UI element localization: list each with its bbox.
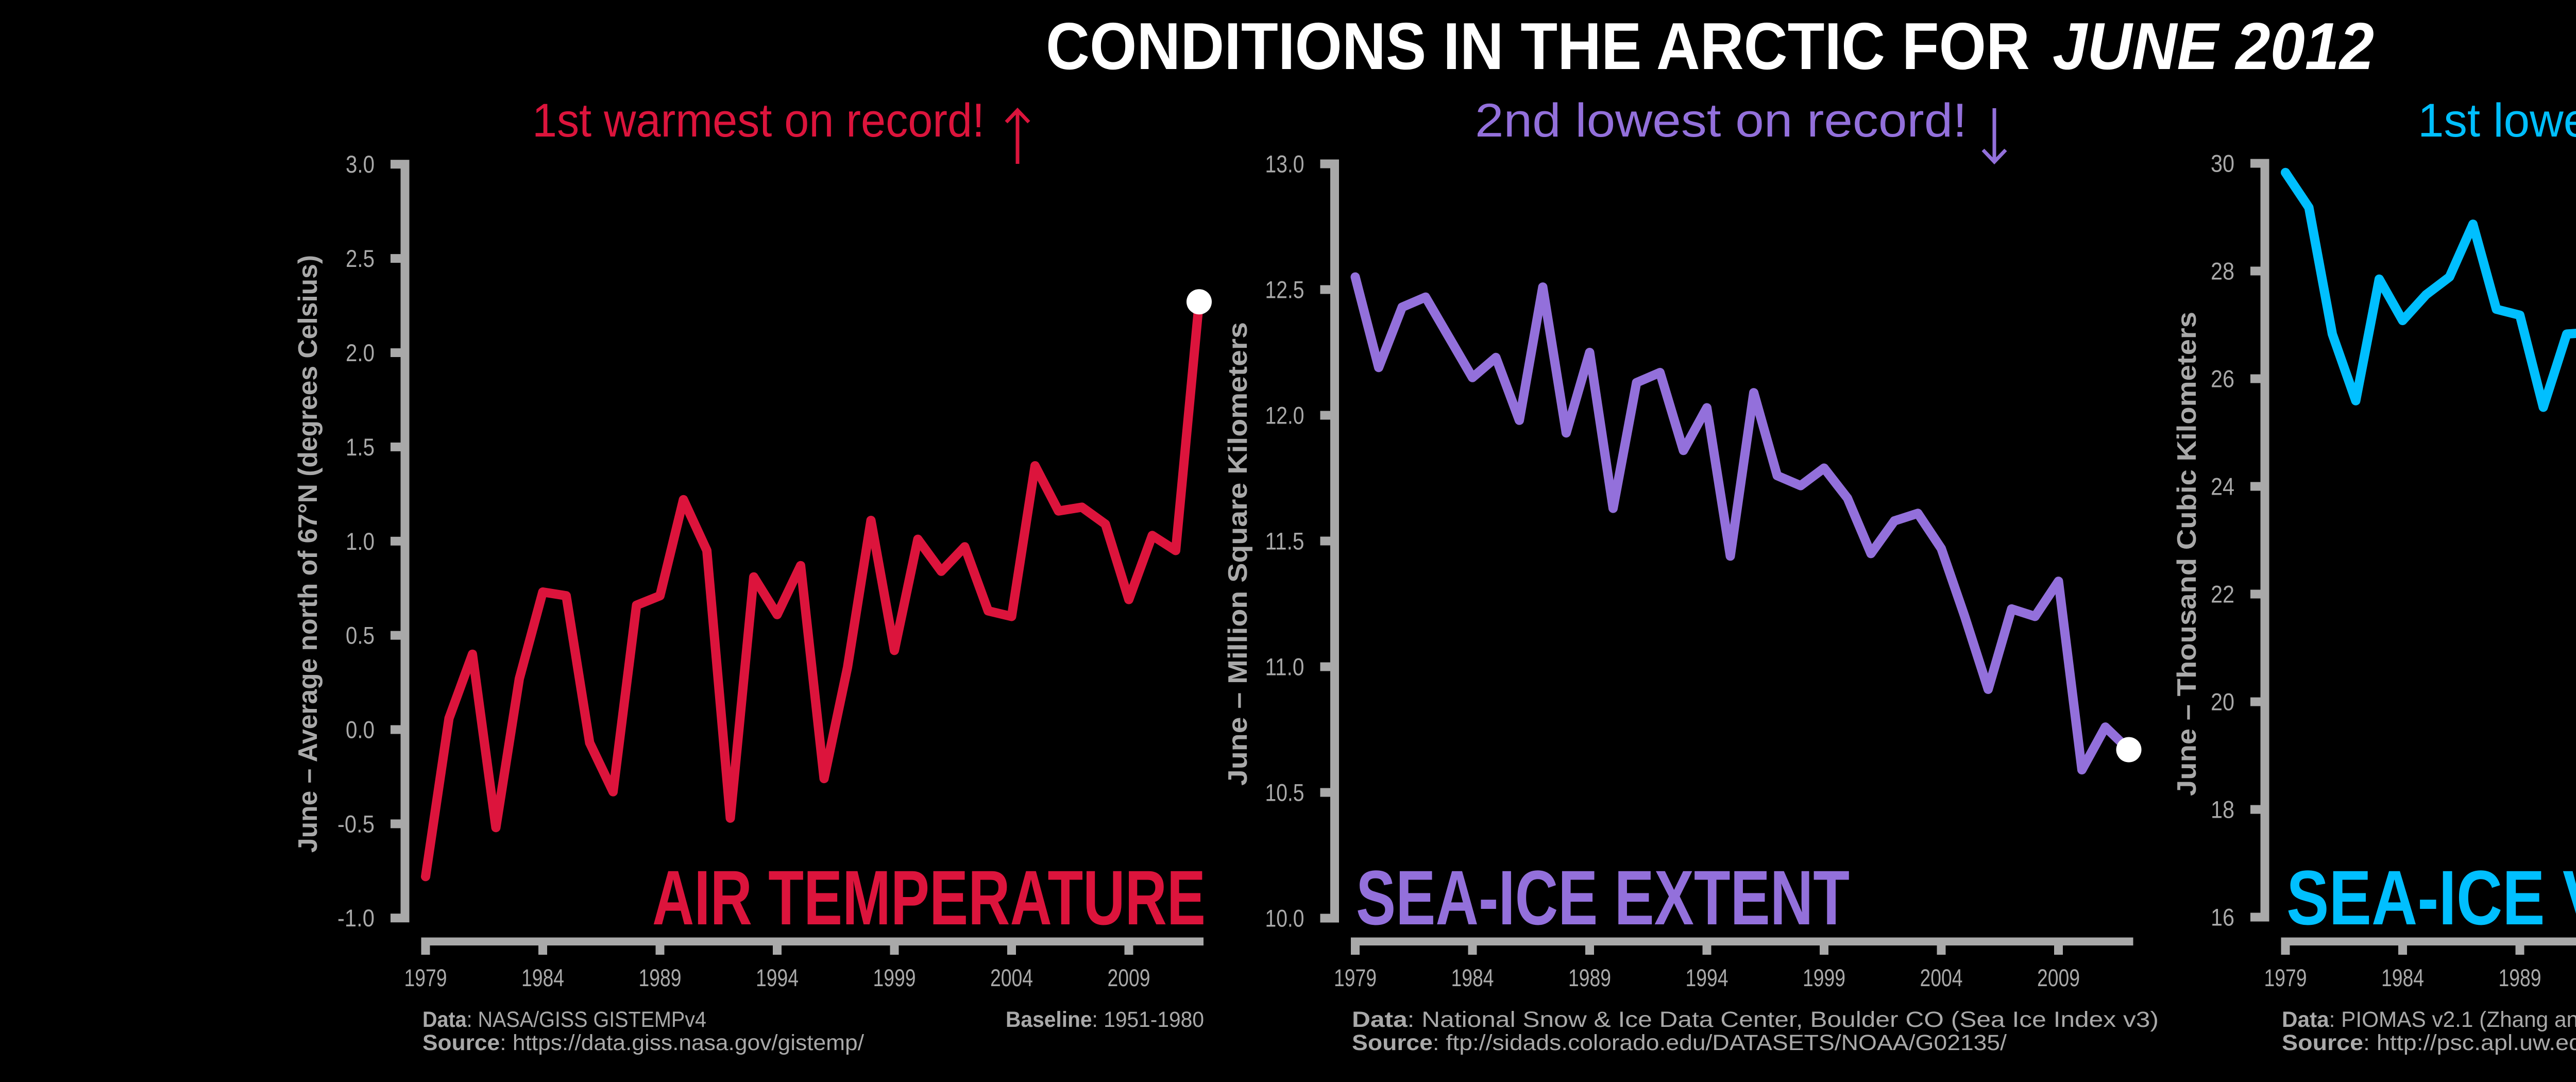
svg-text:Source: https://data.giss.nasa: Source: https://data.giss.nasa.gov/giste… (422, 1030, 864, 1055)
svg-text:30: 30 (2211, 150, 2234, 177)
svg-text:1989: 1989 (2499, 964, 2541, 991)
svg-text:Baseline: 1951-1980: Baseline: 1951-1980 (1006, 1007, 1204, 1032)
svg-text:3.0: 3.0 (346, 150, 375, 178)
svg-text:11.5: 11.5 (1265, 528, 1304, 555)
svg-text:26: 26 (2211, 365, 2234, 393)
svg-text:2004: 2004 (990, 964, 1033, 991)
svg-text:20: 20 (2211, 688, 2234, 716)
svg-text:2009: 2009 (1108, 964, 1150, 991)
svg-text:1.5: 1.5 (346, 433, 375, 461)
svg-text:June – Million Square Kilomete: June – Million Square Kilometers (1223, 322, 1253, 786)
svg-text:SEA-ICE EXTENT: SEA-ICE EXTENT (1356, 854, 1850, 941)
svg-text:1989: 1989 (639, 964, 682, 991)
svg-text:16: 16 (2211, 904, 2234, 931)
svg-text:1994: 1994 (756, 964, 799, 991)
svg-text:Source: ftp://sidads.colorado.: Source: ftp://sidads.colorado.edu/DATASE… (1352, 1030, 2007, 1055)
svg-text:1979: 1979 (1334, 964, 1377, 991)
svg-text:SEA-ICE VOLUME: SEA-ICE VOLUME (2286, 854, 2576, 941)
svg-text:JUNE 2012: JUNE 2012 (2053, 9, 2374, 83)
svg-text:Data: PIOMAS v2.1 (Zhang and R: Data: PIOMAS v2.1 (Zhang and Rothrock, 2… (2282, 1007, 2576, 1032)
svg-text:1984: 1984 (2381, 964, 2424, 991)
svg-text:10.0: 10.0 (1265, 905, 1304, 932)
svg-text:1st warmest on record!: 1st warmest on record! (532, 94, 985, 147)
svg-text:1979: 1979 (2264, 964, 2307, 991)
svg-text:-0.5: -0.5 (337, 810, 375, 837)
svg-text:11.0: 11.0 (1265, 653, 1304, 681)
svg-text:1994: 1994 (1686, 964, 1728, 991)
svg-text:June – Average north of 67°N (: June – Average north of 67°N (degrees Ce… (293, 255, 323, 853)
svg-text:24: 24 (2211, 473, 2234, 500)
svg-text:Source: http://psc.apl.uw.edu/: Source: http://psc.apl.uw.edu/research/p… (2282, 1030, 2576, 1055)
svg-text:Data: NASA/GISS GISTEMPv4: Data: NASA/GISS GISTEMPv4 (422, 1007, 706, 1032)
svg-text:2009: 2009 (2037, 964, 2080, 991)
svg-text:28: 28 (2211, 258, 2234, 285)
svg-text:1984: 1984 (1451, 964, 1494, 991)
svg-text:1st lowest on record!: 1st lowest on record! (2418, 94, 2576, 147)
svg-text:1.0: 1.0 (346, 528, 375, 555)
svg-text:0.0: 0.0 (346, 716, 375, 743)
svg-text:2004: 2004 (1920, 964, 1963, 991)
svg-text:2nd lowest on record!: 2nd lowest on record! (1475, 94, 1967, 147)
svg-text:0.5: 0.5 (346, 622, 375, 649)
svg-text:13.0: 13.0 (1265, 150, 1304, 178)
svg-text:22: 22 (2211, 581, 2234, 608)
svg-text:AIR TEMPERATURE: AIR TEMPERATURE (652, 854, 1206, 941)
svg-text:1984: 1984 (521, 964, 564, 991)
svg-text:18: 18 (2211, 796, 2234, 823)
svg-text:CONDITIONS IN THE ARCTIC FOR: CONDITIONS IN THE ARCTIC FOR (1046, 9, 2030, 83)
svg-text:2.5: 2.5 (346, 245, 375, 272)
svg-text:June – Thousand Cubic Kilomete: June – Thousand Cubic Kilometers (2172, 312, 2202, 796)
svg-text:Data: National Snow & Ice Data: Data: National Snow & Ice Data Center, B… (1352, 1007, 2159, 1032)
svg-text:-1.0: -1.0 (337, 904, 375, 932)
svg-text:1989: 1989 (1568, 964, 1611, 991)
svg-text:1979: 1979 (404, 964, 447, 991)
svg-text:12.0: 12.0 (1265, 402, 1304, 429)
svg-text:12.5: 12.5 (1265, 276, 1304, 303)
svg-text:10.5: 10.5 (1265, 779, 1304, 806)
svg-text:1999: 1999 (873, 964, 916, 991)
svg-text:1999: 1999 (1803, 964, 1845, 991)
svg-text:2.0: 2.0 (346, 339, 375, 366)
